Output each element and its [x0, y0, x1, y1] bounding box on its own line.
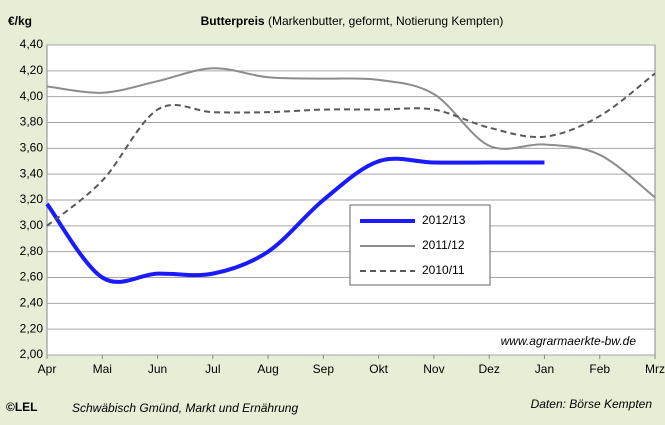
- x-tick-label: Dez: [479, 362, 500, 376]
- line-series: [46, 72, 656, 227]
- line-series: [45, 156, 545, 284]
- subtitle: (Markenbutter, geformt, Notierung Kempte…: [268, 14, 503, 28]
- footer-right: Daten: Börse Kempten: [531, 397, 653, 411]
- annotation: www.agrarmaerkte-bw.de: [501, 334, 637, 348]
- y-tick-label: 4,00: [20, 89, 44, 103]
- y-tick-label: 3,80: [20, 115, 44, 129]
- y-tick-label: 4,40: [20, 37, 44, 51]
- y-axis-label: €/kg: [8, 14, 32, 28]
- legend-label: 2010/11: [422, 263, 465, 277]
- x-tick-label: Apr: [38, 362, 57, 376]
- legend-label: 2012/13: [422, 213, 466, 227]
- y-tick-label: 2,00: [20, 347, 44, 361]
- y-tick-label: 3,40: [20, 166, 44, 180]
- line-series: [46, 67, 656, 199]
- footer-logo: ©LEL: [6, 400, 38, 414]
- x-tick-label: Sep: [313, 362, 335, 376]
- x-tick-label: Jan: [535, 362, 554, 376]
- x-tick-label: Nov: [423, 362, 444, 376]
- y-tick-label: 3,00: [20, 218, 44, 232]
- x-tick-label: Mrz: [645, 362, 665, 376]
- y-tick-label: 4,20: [20, 63, 44, 77]
- legend-label: 2011/12: [422, 238, 465, 252]
- y-tick-label: 2,40: [20, 296, 44, 310]
- x-tick-label: Mai: [93, 362, 112, 376]
- y-tick-label: 2,60: [20, 270, 44, 284]
- x-tick-label: Feb: [589, 362, 610, 376]
- y-tick-label: 3,20: [20, 192, 44, 206]
- y-tick-label: 3,60: [20, 141, 44, 155]
- footer-left: Schwäbisch Gmünd, Markt und Ernährung: [72, 401, 298, 415]
- chart-title: Butterpreis (Markenbutter, geformt, Noti…: [201, 14, 504, 28]
- title: Butterpreis: [201, 14, 265, 28]
- x-tick-label: Jun: [148, 362, 167, 376]
- x-tick-label: Okt: [369, 362, 388, 376]
- y-tick-label: 2,80: [20, 244, 44, 258]
- x-tick-label: Aug: [257, 362, 278, 376]
- y-tick-label: 2,20: [20, 321, 44, 335]
- x-tick-label: Jul: [205, 362, 220, 376]
